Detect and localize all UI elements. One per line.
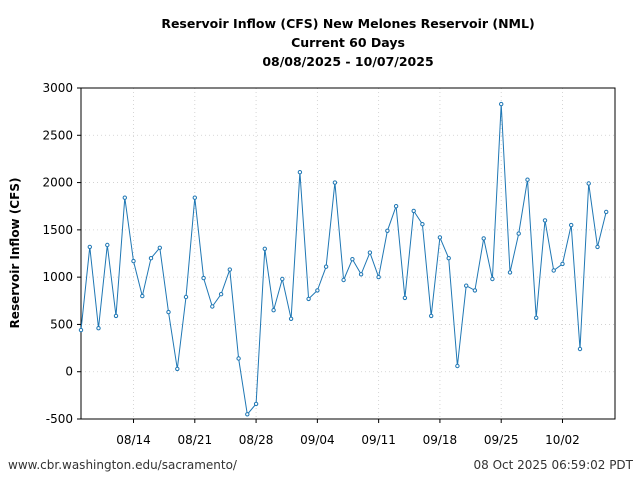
data-point xyxy=(175,366,180,372)
data-point xyxy=(210,304,215,309)
data-point xyxy=(315,288,320,293)
series-inflow xyxy=(78,101,609,417)
data-point xyxy=(516,231,521,236)
data-point xyxy=(253,401,259,407)
x-axis: 08/14 08/21 08/28 09/04 09/11 09/18 09/25 10/02 xyxy=(116,419,580,447)
data-point xyxy=(96,326,101,331)
chart-title-line-2: Current 60 Days xyxy=(291,35,405,50)
series-line xyxy=(80,104,607,416)
data-point xyxy=(446,256,451,261)
data-point xyxy=(236,356,241,361)
data-point xyxy=(437,235,443,240)
data-point xyxy=(534,315,539,320)
data-point xyxy=(402,295,408,301)
x-tick-label: 08/28 xyxy=(239,433,274,447)
data-point xyxy=(499,101,504,107)
data-point xyxy=(577,346,583,352)
data-point xyxy=(113,313,119,319)
data-point xyxy=(183,294,189,300)
data-point xyxy=(429,313,434,319)
data-point xyxy=(288,316,294,321)
source-url[interactable]: www.cbr.washington.edu/sacramento/ xyxy=(8,458,237,472)
y-tick-label: 1000 xyxy=(42,270,73,284)
chart-title-line-3: 08/08/2025 - 10/07/2025 xyxy=(262,54,433,69)
data-point xyxy=(306,296,311,302)
generated-timestamp: 08 Oct 2025 06:59:02 PDT xyxy=(473,458,633,472)
x-tick-label: 09/04 xyxy=(300,433,335,447)
y-tick-label: 2500 xyxy=(42,128,73,142)
y-tick-label: 0 xyxy=(65,365,73,379)
plot-area xyxy=(80,87,616,420)
y-axis-label: Reservoir Inflow (CFS) xyxy=(8,178,22,329)
data-point xyxy=(525,177,530,182)
data-point xyxy=(455,363,460,369)
data-point xyxy=(218,292,224,297)
data-point xyxy=(604,209,609,215)
data-point xyxy=(464,283,469,288)
gridlines xyxy=(81,87,615,420)
x-tick-label: 08/21 xyxy=(178,433,213,447)
data-point xyxy=(586,181,591,186)
chart-title-line-1: Reservoir Inflow (CFS) New Melones Reser… xyxy=(161,16,534,31)
data-point xyxy=(490,276,495,282)
data-point xyxy=(245,412,250,417)
data-point xyxy=(481,236,486,241)
data-point xyxy=(140,293,145,299)
y-tick-label: 500 xyxy=(50,317,73,331)
data-point xyxy=(262,246,267,252)
data-point xyxy=(271,308,276,313)
data-point xyxy=(131,258,136,264)
data-point xyxy=(472,288,478,293)
data-point xyxy=(166,309,171,315)
data-point xyxy=(227,267,233,272)
data-point xyxy=(157,245,163,251)
data-point xyxy=(105,242,110,248)
data-point xyxy=(393,204,399,209)
data-point xyxy=(507,270,513,275)
data-point xyxy=(385,228,390,234)
x-tick-label: 10/02 xyxy=(545,433,580,447)
y-axis: -500 0 500 1000 1500 2000 2500 3000 xyxy=(42,81,81,426)
data-point xyxy=(87,244,93,250)
x-tick-label: 09/18 xyxy=(423,433,458,447)
x-tick-label: 08/14 xyxy=(116,433,151,447)
y-tick-label: 2000 xyxy=(42,176,73,190)
data-point xyxy=(122,195,128,200)
y-tick-label: 3000 xyxy=(42,81,73,95)
data-point xyxy=(341,277,346,283)
data-point xyxy=(192,195,198,200)
data-point xyxy=(560,261,565,267)
data-point xyxy=(323,264,329,269)
data-point xyxy=(332,180,338,185)
data-point xyxy=(551,268,556,273)
x-tick-label: 09/11 xyxy=(361,433,396,447)
y-tick-label: -500 xyxy=(46,412,73,426)
data-point xyxy=(78,327,84,333)
data-point xyxy=(350,257,355,262)
data-point xyxy=(569,222,574,228)
data-point xyxy=(420,222,425,227)
data-point xyxy=(542,218,548,223)
data-point xyxy=(411,208,416,214)
data-point xyxy=(376,274,381,280)
x-tick-label: 09/25 xyxy=(484,433,519,447)
data-point xyxy=(358,272,364,277)
data-point xyxy=(280,276,285,282)
data-point xyxy=(148,256,154,261)
data-point xyxy=(297,170,303,175)
y-tick-label: 1500 xyxy=(42,223,73,237)
data-point xyxy=(367,250,373,255)
data-point xyxy=(201,275,206,281)
data-point xyxy=(595,244,600,250)
